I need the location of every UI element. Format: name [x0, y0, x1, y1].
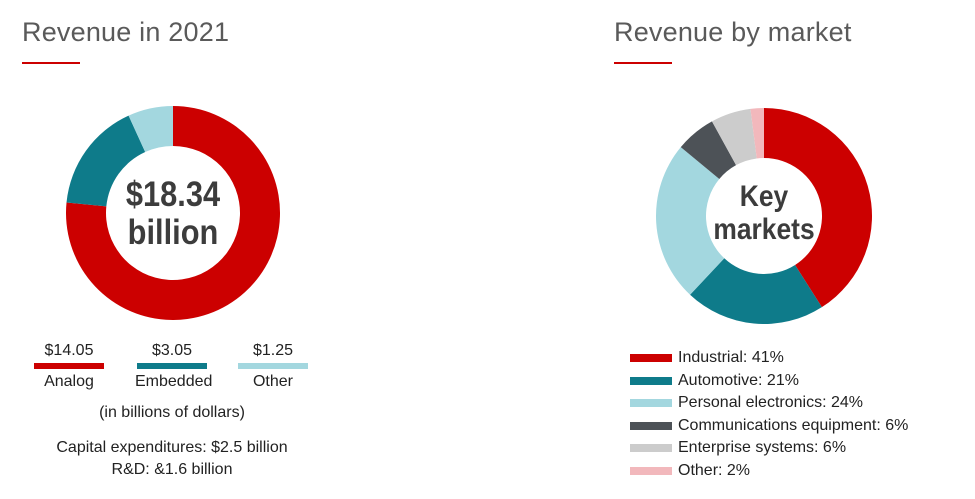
- segment-label-embedded: Embedded: [135, 373, 213, 390]
- revenue-total-label: $18.34 billion: [96, 176, 249, 252]
- segment-embedded: $3.05 Embedded: [135, 342, 213, 391]
- rnd-note: R&D: &1.6 billion: [111, 461, 233, 478]
- revenue-donut-chart: [66, 106, 280, 320]
- segment-swatch-analog: [34, 363, 104, 369]
- legend-swatch-industrial: [630, 354, 672, 363]
- legend-swatch-automotive: [630, 376, 672, 385]
- donut-slice-embedded: [66, 115, 146, 207]
- units-note: (in billions of dollars): [99, 404, 245, 421]
- legend-label-communications: Communications equipment: 6%: [678, 416, 909, 434]
- legend-label-personal-electronics: Personal electronics: 24%: [678, 394, 863, 412]
- key-markets-line2: markets: [713, 213, 815, 246]
- segment-label-other: Other: [252, 373, 293, 390]
- legend-item-automotive: Automotive: 21%: [630, 370, 908, 393]
- revenue-2021-title-rule: [22, 62, 80, 64]
- revenue-2021-title: Revenue in 2021: [22, 17, 230, 47]
- segment-label-analog: Analog: [44, 373, 94, 390]
- legend-swatch-personal-electronics: [630, 399, 672, 408]
- revenue-total-unit: billion: [127, 213, 219, 252]
- market-donut-chart: [656, 108, 872, 324]
- segment-other: $1.25 Other: [237, 342, 309, 391]
- legend-label-other: Other: 2%: [678, 461, 751, 479]
- segment-analog: $14.05 Analog: [33, 342, 105, 391]
- donut-slice-communications-equipment: [680, 121, 737, 180]
- legend-item-personal-electronics: Personal electronics: 24%: [630, 392, 908, 415]
- segment-value-analog: $14.05: [44, 342, 94, 359]
- donut-slice-enterprise-systems: [711, 108, 757, 166]
- legend-item-other: Other: 2%: [630, 460, 908, 483]
- key-markets-line1: Key: [739, 180, 789, 213]
- legend-label-industrial: Industrial: 41%: [678, 349, 784, 367]
- legend-item-enterprise: Enterprise systems: 6%: [630, 437, 908, 460]
- donut-slice-other: [750, 108, 764, 159]
- legend-swatch-communications: [630, 421, 672, 430]
- legend-item-industrial: Industrial: 41%: [630, 347, 908, 370]
- donut-slice-automotive: [690, 258, 822, 324]
- donut-slice-personal-electronics: [656, 147, 725, 295]
- donut-slice-industrial: [764, 108, 872, 308]
- donut-slice-analog: [66, 106, 280, 320]
- revenue-total-value: $18.34: [125, 175, 221, 214]
- revenue-by-market-title-rule: [614, 62, 672, 64]
- segment-value-other: $1.25: [252, 342, 294, 359]
- segment-swatch-embedded: [137, 363, 207, 369]
- legend-label-automotive: Automotive: 21%: [678, 371, 799, 389]
- key-markets-label: Key markets: [690, 180, 838, 246]
- capex-note: Capital expenditures: $2.5 billion: [56, 439, 288, 456]
- legend-swatch-enterprise: [630, 444, 672, 453]
- legend-label-enterprise: Enterprise systems: 6%: [678, 439, 847, 457]
- market-legend: Industrial: 41% Automotive: 21% Personal…: [630, 347, 908, 482]
- revenue-by-market-title: Revenue by market: [614, 17, 852, 47]
- legend-swatch-other-market: [630, 466, 672, 475]
- legend-item-communications: Communications equipment: 6%: [630, 415, 908, 438]
- segment-value-embedded: $3.05: [151, 342, 193, 359]
- segment-swatch-other: [238, 363, 308, 369]
- donut-slice-other: [128, 106, 173, 153]
